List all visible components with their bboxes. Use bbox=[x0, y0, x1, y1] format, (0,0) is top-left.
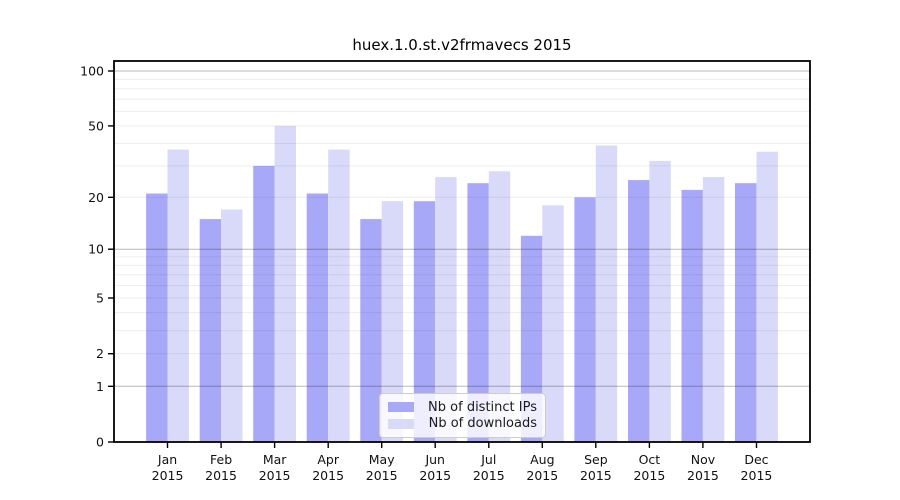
x-tick-label-year: 2015 bbox=[633, 468, 665, 483]
bar-downloads-mar bbox=[274, 125, 296, 443]
bar-distinct-ips-jul bbox=[467, 183, 489, 442]
x-tick-label-year: 2015 bbox=[580, 468, 612, 483]
bar-distinct-ips-oct bbox=[628, 180, 650, 442]
bar-downloads-apr bbox=[328, 149, 350, 442]
bar-downloads-sep bbox=[595, 145, 618, 442]
bar-downloads-dec bbox=[756, 151, 778, 442]
x-tick-label-year: 2015 bbox=[259, 468, 291, 483]
bar-distinct-ips-mar bbox=[253, 165, 275, 442]
bar-distinct-ips-feb bbox=[199, 219, 222, 442]
bar-distinct-ips-apr bbox=[306, 193, 329, 442]
legend-label-distinct-ips: Nb of distinct IPs bbox=[428, 399, 537, 415]
x-tick-label-year: 2015 bbox=[419, 468, 451, 483]
x-tick-label-year: 2015 bbox=[205, 468, 237, 483]
x-tick-label-year: 2015 bbox=[687, 468, 719, 483]
bar-distinct-ips-aug bbox=[520, 235, 543, 442]
y-tick-label: 0 bbox=[96, 435, 104, 450]
x-tick-label-month: Apr bbox=[317, 452, 339, 467]
x-tick-label-month: Oct bbox=[639, 452, 661, 467]
x-tick-label-year: 2015 bbox=[152, 468, 184, 483]
x-tick-label-month: Mar bbox=[263, 452, 287, 467]
x-tick-label-year: 2015 bbox=[741, 468, 773, 483]
y-tick-label: 50 bbox=[88, 118, 104, 133]
legend-swatch-downloads bbox=[388, 418, 414, 429]
x-tick-label-month: Jan bbox=[157, 452, 177, 467]
bar-downloads-oct bbox=[649, 160, 671, 442]
legend-swatch-distinct-ips bbox=[388, 402, 414, 413]
x-tick-label-month: Jun bbox=[424, 452, 445, 467]
plot-border bbox=[113, 60, 811, 443]
legend: Nb of distinct IPs Nb of downloads bbox=[379, 393, 546, 438]
x-tick-label-month: Sep bbox=[584, 452, 608, 467]
x-tick-label-year: 2015 bbox=[473, 468, 505, 483]
legend-item-distinct-ips: Nb of distinct IPs bbox=[388, 400, 537, 415]
bar-distinct-ips-sep bbox=[574, 197, 596, 442]
x-tick-label-year: 2015 bbox=[312, 468, 344, 483]
x-tick-label-month: Dec bbox=[744, 452, 768, 467]
x-tick-label-month: Feb bbox=[210, 452, 232, 467]
bar-downloads-jun bbox=[435, 177, 457, 442]
bar-distinct-ips-jan bbox=[146, 193, 168, 442]
y-tick-label: 20 bbox=[88, 190, 104, 205]
legend-item-downloads: Nb of downloads bbox=[388, 416, 537, 431]
bar-distinct-ips-nov bbox=[681, 189, 703, 442]
x-tick-label-month: May bbox=[369, 452, 395, 467]
y-tick-label: 5 bbox=[96, 290, 104, 305]
bar-downloads-feb bbox=[221, 209, 243, 442]
y-tick-label: 10 bbox=[88, 242, 104, 257]
bar-distinct-ips-jun bbox=[413, 201, 436, 442]
bar-downloads-nov bbox=[702, 177, 725, 442]
y-tick-label: 100 bbox=[80, 64, 104, 79]
bar-downloads-aug bbox=[542, 205, 564, 442]
legend-label-downloads: Nb of downloads bbox=[428, 416, 537, 432]
bar-distinct-ips-may bbox=[360, 219, 382, 442]
x-tick-label-month: Aug bbox=[530, 452, 554, 467]
y-tick-label: 2 bbox=[96, 346, 104, 361]
y-tick-label: 1 bbox=[96, 379, 104, 394]
bar-distinct-ips-dec bbox=[735, 183, 757, 442]
chart-title: huex.1.0.st.v2frmavecs 2015 bbox=[352, 36, 572, 54]
x-tick-label-year: 2015 bbox=[366, 468, 398, 483]
x-tick-label-month: Jul bbox=[480, 452, 496, 467]
bar-downloads-may bbox=[381, 201, 404, 442]
x-tick-label-month: Nov bbox=[691, 452, 716, 467]
bar-downloads-jul bbox=[488, 171, 511, 443]
x-tick-label-year: 2015 bbox=[526, 468, 558, 483]
bar-downloads-jan bbox=[167, 149, 189, 442]
